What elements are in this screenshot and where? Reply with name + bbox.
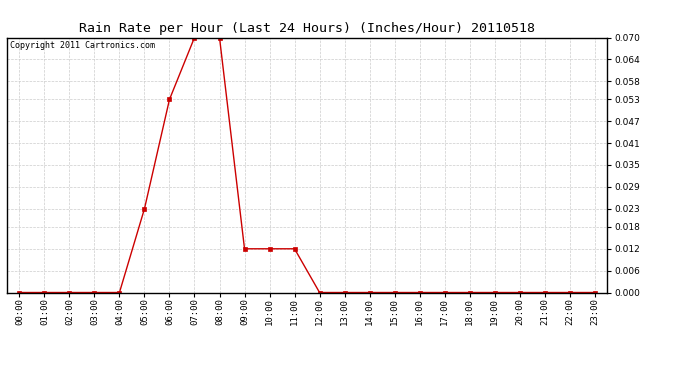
Text: Copyright 2011 Cartronics.com: Copyright 2011 Cartronics.com — [10, 41, 155, 50]
Title: Rain Rate per Hour (Last 24 Hours) (Inches/Hour) 20110518: Rain Rate per Hour (Last 24 Hours) (Inch… — [79, 22, 535, 35]
